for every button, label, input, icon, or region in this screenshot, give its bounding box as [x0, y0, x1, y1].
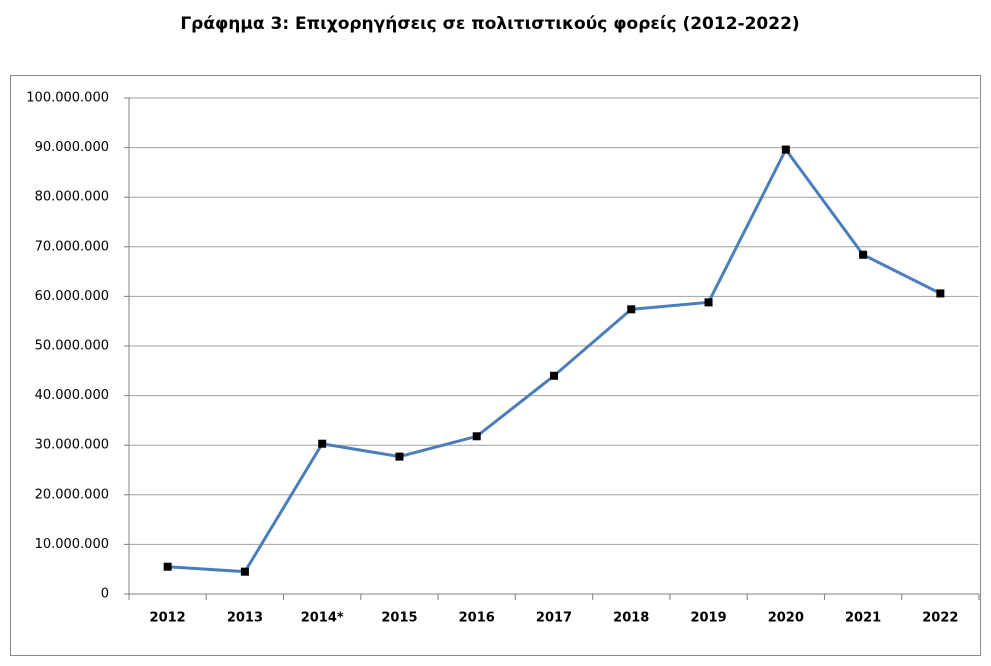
data-point — [781, 145, 790, 154]
data-point — [395, 452, 404, 461]
line-series — [167, 146, 942, 574]
data-point — [704, 298, 713, 307]
x-tick-label: 2014* — [301, 611, 344, 626]
y-tick-label: 60.000.000 — [35, 289, 109, 304]
y-tick-label: 70.000.000 — [35, 239, 109, 254]
y-tick-label: 0 — [101, 587, 109, 602]
x-tick-label: 2012 — [150, 611, 186, 626]
chart-title: Γράφημα 3: Επιχορηγήσεις σε πολιτιστικού… — [180, 14, 799, 34]
data-point — [859, 250, 868, 259]
y-tick-label: 50.000.000 — [35, 339, 109, 354]
x-tick-label: 2019 — [690, 611, 726, 626]
y-tick-label: 30.000.000 — [35, 438, 109, 453]
data-point — [550, 371, 558, 380]
y-tick-label: 20.000.000 — [35, 487, 109, 502]
y-tick-label: 40.000.000 — [35, 388, 109, 403]
y-tick-label: 10.000.000 — [35, 537, 109, 552]
x-tick-label: 2017 — [536, 611, 572, 626]
data-point — [627, 305, 636, 314]
data-point — [472, 432, 481, 441]
x-tick-label: 2020 — [768, 611, 804, 626]
x-tick-label: 2013 — [227, 611, 263, 626]
x-tick-label: 2022 — [922, 611, 958, 626]
chart-frame — [10, 75, 981, 656]
y-tick-label: 80.000.000 — [35, 190, 109, 205]
data-point — [163, 562, 172, 571]
data-point — [936, 289, 945, 298]
data-point — [240, 567, 249, 576]
x-tick-label: 2021 — [845, 611, 881, 626]
y-tick-label: 100.000.000 — [26, 91, 109, 106]
x-tick-label: 2016 — [459, 611, 495, 626]
y-tick-label: 90.000.000 — [35, 140, 109, 155]
data-point — [318, 439, 327, 448]
x-tick-label: 2018 — [613, 611, 649, 626]
x-tick-label: 2015 — [381, 611, 417, 626]
